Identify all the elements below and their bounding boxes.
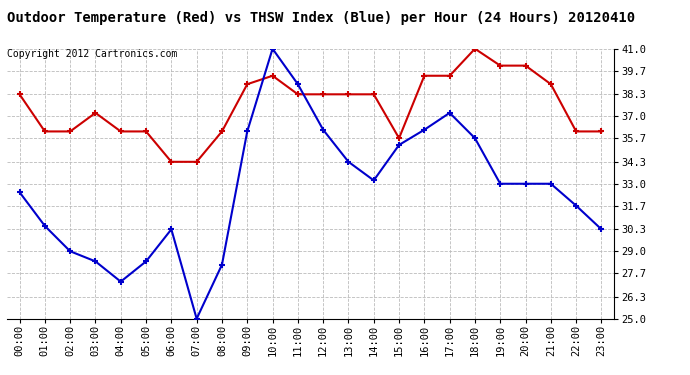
Text: Copyright 2012 Cartronics.com: Copyright 2012 Cartronics.com bbox=[7, 49, 177, 59]
Text: Outdoor Temperature (Red) vs THSW Index (Blue) per Hour (24 Hours) 20120410: Outdoor Temperature (Red) vs THSW Index … bbox=[7, 11, 635, 25]
